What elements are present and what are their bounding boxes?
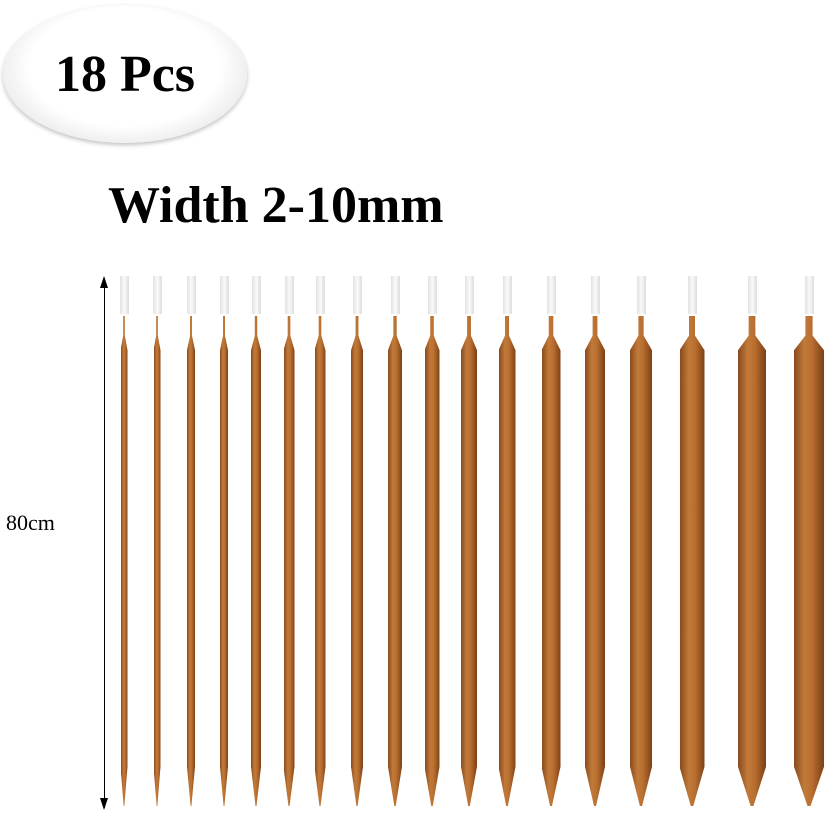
- needle-cap: [352, 276, 362, 314]
- needle-cap: [152, 276, 162, 314]
- knitting-needle: [351, 276, 363, 806]
- knitting-needle: [314, 276, 326, 806]
- needle-shaft: [283, 316, 295, 806]
- needle-shaft: [120, 316, 128, 806]
- needle-shaft: [351, 316, 363, 806]
- knitting-needle: [541, 276, 561, 806]
- knitting-needle: [794, 276, 824, 806]
- needle-cap: [546, 276, 556, 314]
- needle-shaft: [541, 316, 561, 806]
- needle-shaft: [424, 316, 440, 806]
- needle-shaft: [679, 316, 705, 806]
- needle-shaft: [314, 316, 326, 806]
- needle-shaft: [187, 316, 195, 806]
- needle-cap: [315, 276, 325, 314]
- knitting-needle: [219, 276, 229, 806]
- knitting-needle: [738, 276, 766, 806]
- needle-shaft: [388, 316, 402, 806]
- knitting-needle: [679, 276, 705, 806]
- needle-cap: [119, 276, 129, 314]
- needle-cap: [219, 276, 229, 314]
- quantity-badge: 18 Pcs: [3, 5, 247, 143]
- knitting-needle: [283, 276, 295, 806]
- needle-cap: [747, 276, 757, 314]
- needle-cap: [284, 276, 294, 314]
- needle-shaft: [153, 316, 161, 806]
- needle-shaft: [585, 316, 605, 806]
- needle-cap: [636, 276, 646, 314]
- knitting-needle: [461, 276, 477, 806]
- needle-cap: [590, 276, 600, 314]
- quantity-text: 18 Pcs: [54, 45, 196, 103]
- knitting-needle: [630, 276, 652, 806]
- needle-cap: [427, 276, 437, 314]
- needle-shaft: [498, 316, 516, 806]
- needle-cap: [390, 276, 400, 314]
- knitting-needle: [152, 276, 162, 806]
- knitting-needle: [186, 276, 196, 806]
- needle-cap: [687, 276, 697, 314]
- needle-cap: [804, 276, 814, 314]
- knitting-needle: [585, 276, 605, 806]
- needle-shaft: [461, 316, 477, 806]
- needle-cap: [502, 276, 512, 314]
- needle-shaft: [630, 316, 652, 806]
- needle-shaft: [220, 316, 228, 806]
- knitting-needle: [388, 276, 402, 806]
- needle-shaft: [794, 316, 824, 806]
- needle-shaft: [738, 316, 766, 806]
- knitting-needle: [251, 276, 261, 806]
- needle-cap: [464, 276, 474, 314]
- needle-shaft: [251, 316, 261, 806]
- knitting-needle: [498, 276, 516, 806]
- length-label: 80cm: [6, 510, 55, 535]
- knitting-needle: [119, 276, 129, 806]
- needle-cap: [251, 276, 261, 314]
- needle-cap: [186, 276, 196, 314]
- knitting-needle: [424, 276, 440, 806]
- width-title: Width 2-10mm: [108, 177, 444, 234]
- length-arrow-icon: [100, 276, 108, 810]
